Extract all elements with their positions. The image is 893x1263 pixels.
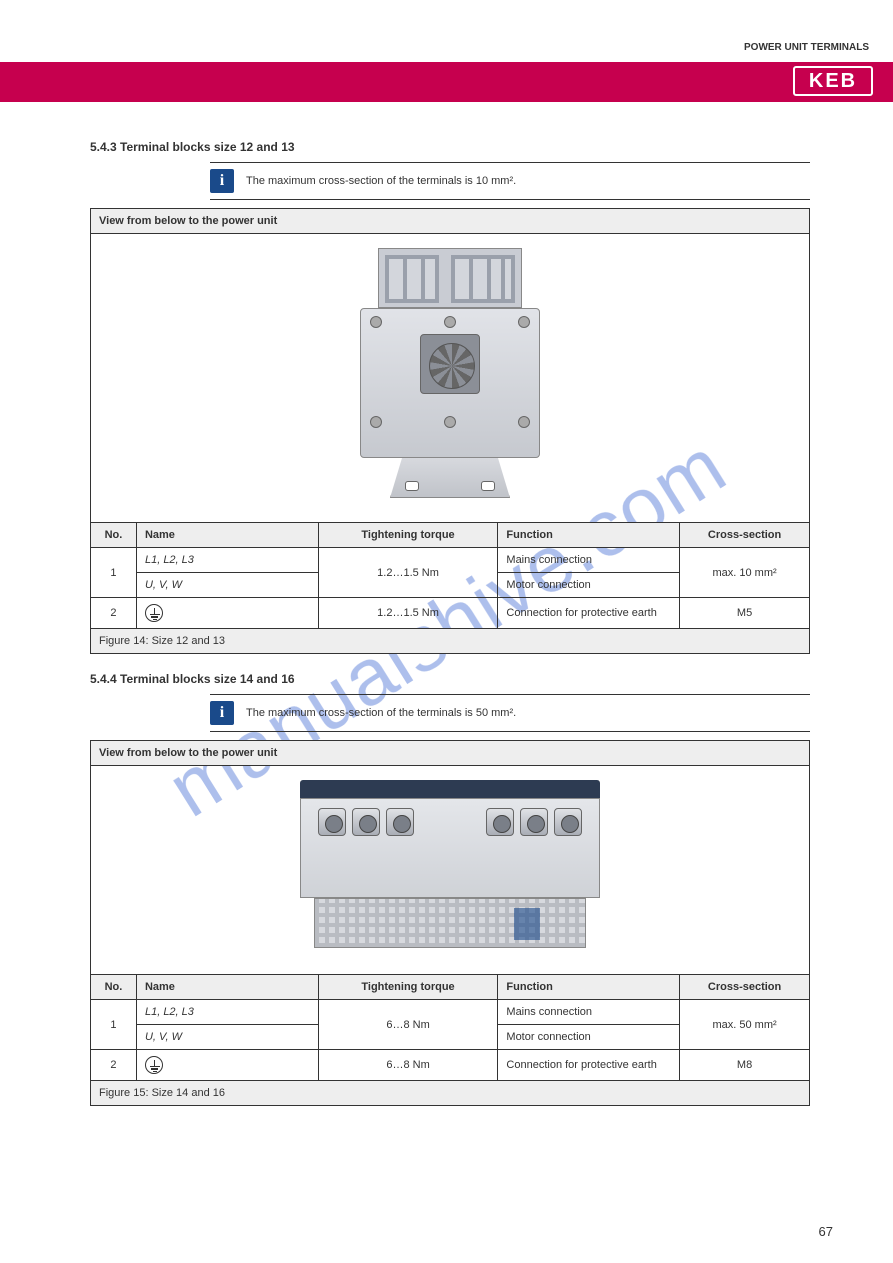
cell-no: 1 [91, 548, 137, 598]
cell-ground [136, 598, 318, 629]
info-icon: i [210, 701, 234, 725]
cell-tq: 6…8 Nm [318, 1050, 498, 1081]
th-cs: Cross-section [680, 523, 810, 548]
cell-fn: Connection for protective earth [498, 1050, 680, 1081]
cell-fn: Motor connection [498, 573, 680, 598]
cell-name: U, V, W [136, 573, 318, 598]
th-tq: Tightening torque [318, 523, 498, 548]
th-name: Name [136, 975, 318, 1000]
th-tq: Tightening torque [318, 975, 498, 1000]
table-size-14-16: View from below to the power unit No. Na… [90, 740, 810, 1106]
note-block-a: i The maximum cross-section of the termi… [210, 162, 810, 200]
th-name: Name [136, 523, 318, 548]
info-icon: i [210, 169, 234, 193]
cell-cs-shared: max. 50 mm² [680, 1000, 810, 1050]
note-text-b: The maximum cross-section of the termina… [246, 707, 516, 719]
brand-logo: KEB [793, 66, 873, 96]
cell-fn: Connection for protective earth [498, 598, 680, 629]
device-illustration-14-16 [300, 780, 600, 960]
cell-name: L1, L2, L3 [136, 548, 318, 573]
section-heading-14-16: 5.4.4 Terminal blocks size 14 and 16 [90, 672, 810, 686]
table-row: 2 1.2…1.5 Nm Connection for protective e… [91, 598, 810, 629]
device-image-cell-a [91, 234, 810, 523]
note-text-a: The maximum cross-section of the termina… [246, 175, 516, 187]
device-image-cell-b [91, 766, 810, 975]
page-number: 67 [819, 1224, 833, 1239]
note-block-b: i The maximum cross-section of the termi… [210, 694, 810, 732]
table-row: 2 6…8 Nm Connection for protective earth… [91, 1050, 810, 1081]
cell-cs: M5 [680, 598, 810, 629]
cell-name: L1, L2, L3 [136, 1000, 318, 1025]
cell-fn: Mains connection [498, 1000, 680, 1025]
th-cs: Cross-section [680, 975, 810, 1000]
th-no: No. [91, 523, 137, 548]
cell-tq-shared: 6…8 Nm [318, 1000, 498, 1050]
th-fn: Function [498, 975, 680, 1000]
cell-cs-shared: max. 10 mm² [680, 548, 810, 598]
th-no: No. [91, 975, 137, 1000]
cell-cs: M8 [680, 1050, 810, 1081]
brand-name: KEB [809, 70, 857, 93]
header-caption: POWER UNIT TERMINALS [744, 42, 869, 53]
device-illustration-12-13 [350, 248, 550, 508]
cell-no: 1 [91, 1000, 137, 1050]
table-title-b: View from below to the power unit [91, 741, 810, 766]
th-fn: Function [498, 523, 680, 548]
table-size-12-13: View from below to the power unit No. Na… [90, 208, 810, 654]
page-content: 5.4.3 Terminal blocks size 12 and 13 i T… [90, 140, 810, 1124]
section-heading-12-13: 5.4.3 Terminal blocks size 12 and 13 [90, 140, 810, 154]
cell-fn: Mains connection [498, 548, 680, 573]
cell-fn: Motor connection [498, 1025, 680, 1050]
ground-icon [145, 1056, 163, 1074]
ground-icon [145, 604, 163, 622]
table-row: 1 L1, L2, L3 1.2…1.5 Nm Mains connection… [91, 548, 810, 573]
figure-caption-a: Figure 14: Size 12 and 13 [91, 629, 810, 654]
table-row: 1 L1, L2, L3 6…8 Nm Mains connection max… [91, 1000, 810, 1025]
cell-tq-shared: 1.2…1.5 Nm [318, 548, 498, 598]
table-title-a: View from below to the power unit [91, 209, 810, 234]
header-bar: KEB [0, 62, 893, 102]
cell-tq: 1.2…1.5 Nm [318, 598, 498, 629]
cell-no: 2 [91, 1050, 137, 1081]
figure-caption-b: Figure 15: Size 14 and 16 [91, 1081, 810, 1106]
cell-name: U, V, W [136, 1025, 318, 1050]
cell-no: 2 [91, 598, 137, 629]
cell-ground [136, 1050, 318, 1081]
